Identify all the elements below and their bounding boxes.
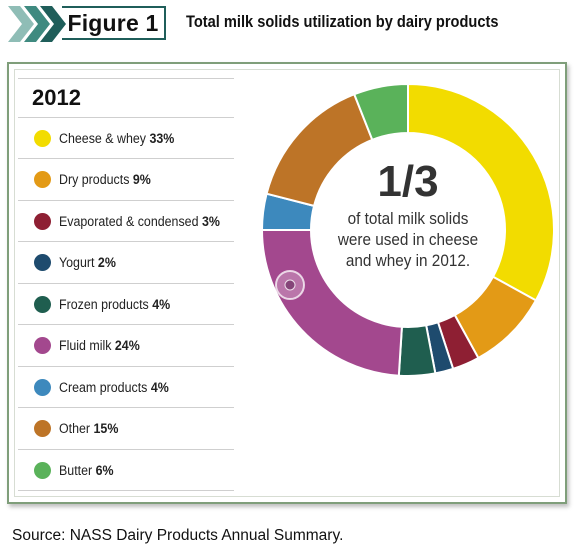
legend-item: Fluid milk 24%	[18, 326, 234, 367]
legend-year: 2012	[18, 78, 234, 118]
legend-label-name: Frozen products	[59, 296, 153, 312]
legend-swatch	[34, 420, 51, 437]
legend-label: Fluid milk 24%	[59, 338, 140, 353]
hover-marker-dot	[284, 279, 296, 291]
legend-label-name: Other	[59, 421, 94, 436]
center-highlight-value: 1/3	[377, 157, 439, 206]
legend-label: Frozen products 4%	[59, 297, 170, 312]
legend-swatch	[34, 212, 51, 230]
center-caption-line-3: and whey in 2012.	[345, 251, 471, 270]
legend-label: Evaporated & condensed 3%	[59, 214, 220, 229]
legend-item: Evaporated & condensed 3%	[18, 201, 234, 242]
legend-label-name: Cream products	[59, 379, 151, 395]
source-note: Source: NASS Dairy Products Annual Summa…	[12, 527, 344, 544]
legend-swatch	[34, 337, 51, 354]
legend-item: Butter 6%	[18, 450, 234, 491]
legend-label-value: 24%	[114, 338, 140, 353]
legend-item: Other 15%	[18, 409, 234, 450]
legend-label-value: 6%	[95, 462, 114, 478]
donut-slice	[352, 82, 409, 142]
legend-label-value: 9%	[132, 172, 151, 187]
legend-label-name: Cheese & whey	[59, 130, 150, 146]
legend-swatch	[34, 461, 51, 479]
legend-item: Frozen products 4%	[18, 284, 234, 325]
legend-label: Other 15%	[59, 421, 118, 436]
legend-swatch	[34, 378, 51, 396]
legend-swatch	[34, 129, 51, 147]
legend-item: Yogurt 2%	[18, 243, 234, 284]
donut-chart	[260, 82, 555, 377]
legend-label: Butter 6%	[59, 463, 114, 478]
chart-frame-inner	[14, 69, 560, 497]
legend-label: Yogurt 2%	[59, 255, 116, 270]
legend-label-value: 4%	[152, 296, 171, 312]
legend-item: Cream products 4%	[18, 367, 234, 408]
legend-swatch	[34, 254, 51, 271]
legend-label-name: Butter	[59, 462, 96, 478]
legend-label-value: 3%	[201, 213, 220, 229]
legend-label-value: 33%	[149, 130, 175, 146]
center-caption-line-1: of total milk solids	[347, 209, 469, 228]
legend-label: Cheese & whey 33%	[59, 131, 174, 146]
figure-label: Figure 1	[62, 6, 166, 40]
legend-label-name: Dry products	[59, 172, 133, 187]
legend-label-name: Fluid milk	[59, 338, 115, 353]
legend-label-value: 15%	[93, 421, 119, 436]
figure-header: Figure 1 Total milk solids utilization b…	[0, 0, 575, 50]
legend-label-name: Evaporated & condensed	[59, 213, 202, 229]
figure-title: Total milk solids utilization by dairy p…	[186, 12, 499, 31]
legend-swatch	[34, 295, 51, 313]
legend-item: Cheese & whey 33%	[18, 118, 234, 159]
legend-label-value: 2%	[97, 255, 116, 270]
legend-label: Cream products 4%	[59, 380, 169, 395]
center-caption: of total milk solids were used in cheese…	[323, 208, 494, 271]
legend-label-name: Yogurt	[59, 255, 98, 270]
donut-slice	[407, 82, 555, 302]
center-caption-line-2: were used in cheese	[337, 230, 479, 249]
legend-item: Dry products 9%	[18, 160, 234, 201]
chevron-arrows-icon	[8, 6, 66, 42]
legend-label: Dry products 9%	[59, 172, 151, 187]
legend-label-value: 4%	[150, 379, 169, 395]
legend-swatch	[34, 171, 51, 188]
